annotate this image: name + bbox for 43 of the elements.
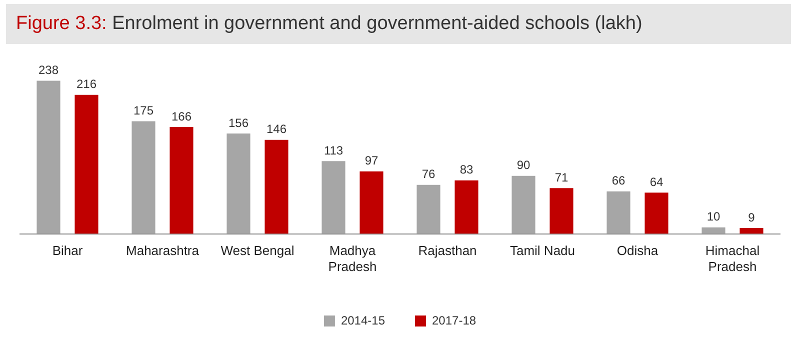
data-label: 146 (266, 122, 287, 136)
bar (702, 227, 726, 234)
data-label: 66 (612, 174, 626, 188)
legend-label: 2017-18 (432, 313, 476, 328)
bar (550, 188, 574, 234)
bar (132, 121, 156, 234)
bar (606, 191, 630, 234)
bar (322, 161, 346, 234)
bar (226, 133, 250, 234)
data-label: 238 (38, 63, 59, 78)
data-label: 97 (364, 154, 378, 168)
bar (644, 192, 668, 234)
x-tick-label: West Bengal (220, 243, 294, 258)
data-label: 64 (650, 174, 664, 189)
data-label: 113 (324, 143, 344, 158)
data-label: 9 (748, 210, 756, 224)
bar (74, 94, 98, 234)
bar (416, 184, 440, 234)
data-label: 90 (516, 158, 530, 172)
bar (740, 228, 764, 234)
chart-title: Figure 3.3: Enrolment in government and government-aided schools (lakh) (16, 13, 642, 35)
data-label: 10 (706, 210, 720, 224)
bar (170, 127, 194, 234)
x-tick-label: Bihar (52, 243, 84, 258)
x-tick-label: Madhya Pradesh (328, 243, 377, 274)
legend-label: 2014-15 (340, 313, 386, 328)
data-label: 76 (422, 167, 436, 182)
data-label: 156 (228, 116, 249, 130)
x-tick-label: Tamil Nadu (510, 243, 576, 258)
data-label: 166 (171, 109, 192, 124)
data-label: 216 (76, 77, 97, 92)
data-label: 71 (554, 170, 568, 184)
bar (454, 180, 478, 234)
bar (36, 80, 60, 234)
x-tick-label: Himachal Pradesh (705, 243, 760, 274)
data-label: 175 (133, 104, 154, 118)
bar (264, 140, 288, 234)
x-tick-label: Odisha (616, 243, 659, 258)
bar (512, 176, 536, 234)
data-label: 83 (460, 162, 474, 177)
x-tick-label: Rajasthan (418, 243, 477, 258)
x-tick-label: Maharashtra (126, 243, 200, 258)
bar (360, 171, 384, 234)
